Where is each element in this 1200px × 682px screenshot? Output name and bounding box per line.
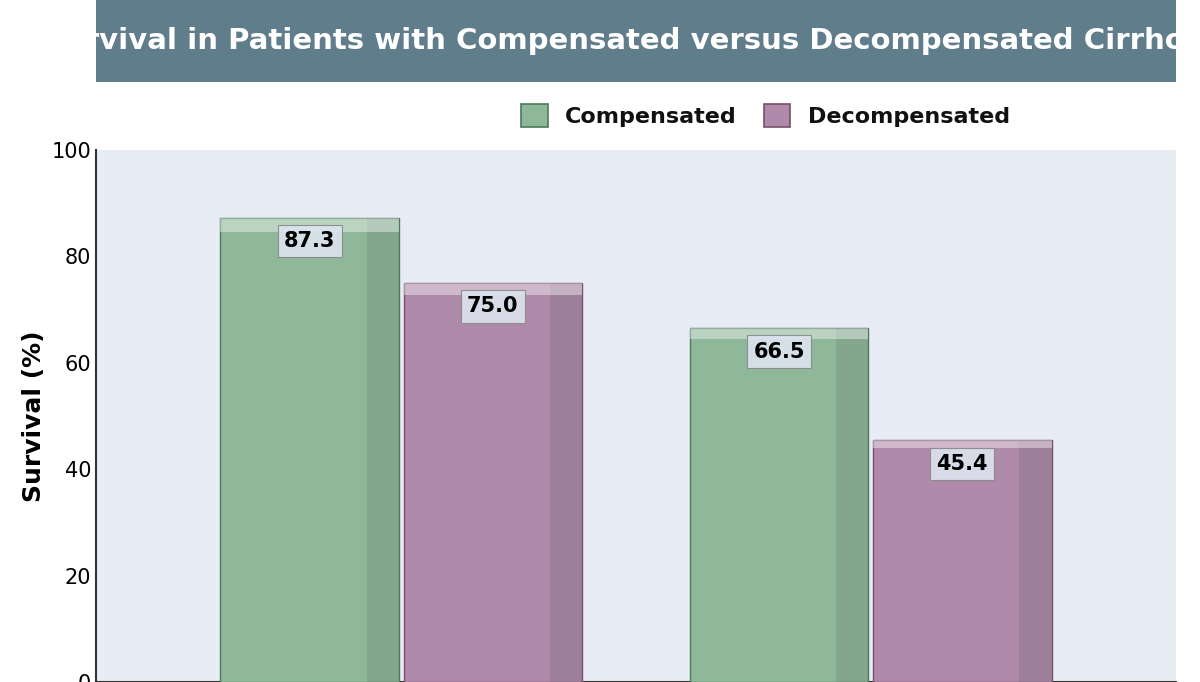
Legend: Compensated, Decompensated: Compensated, Decompensated — [521, 104, 1010, 128]
Bar — [550, 283, 582, 682]
Bar — [1020, 441, 1051, 682]
Bar — [403, 283, 582, 682]
Text: Survival in Patients with Compensated versus Decompensated Cirrhosis: Survival in Patients with Compensated ve… — [43, 27, 1200, 55]
Y-axis label: Survival (%): Survival (%) — [22, 330, 46, 502]
Text: 45.4: 45.4 — [936, 454, 988, 474]
Bar — [221, 218, 398, 231]
Text: 75.0: 75.0 — [467, 296, 518, 316]
Bar — [690, 328, 869, 339]
Text: 87.3: 87.3 — [284, 231, 335, 251]
Bar — [836, 328, 869, 682]
Bar — [367, 218, 398, 682]
Bar — [690, 328, 869, 682]
Bar — [874, 441, 1051, 448]
Bar — [403, 283, 582, 295]
Bar — [221, 218, 398, 682]
Bar — [874, 441, 1051, 682]
Text: 66.5: 66.5 — [754, 342, 805, 361]
